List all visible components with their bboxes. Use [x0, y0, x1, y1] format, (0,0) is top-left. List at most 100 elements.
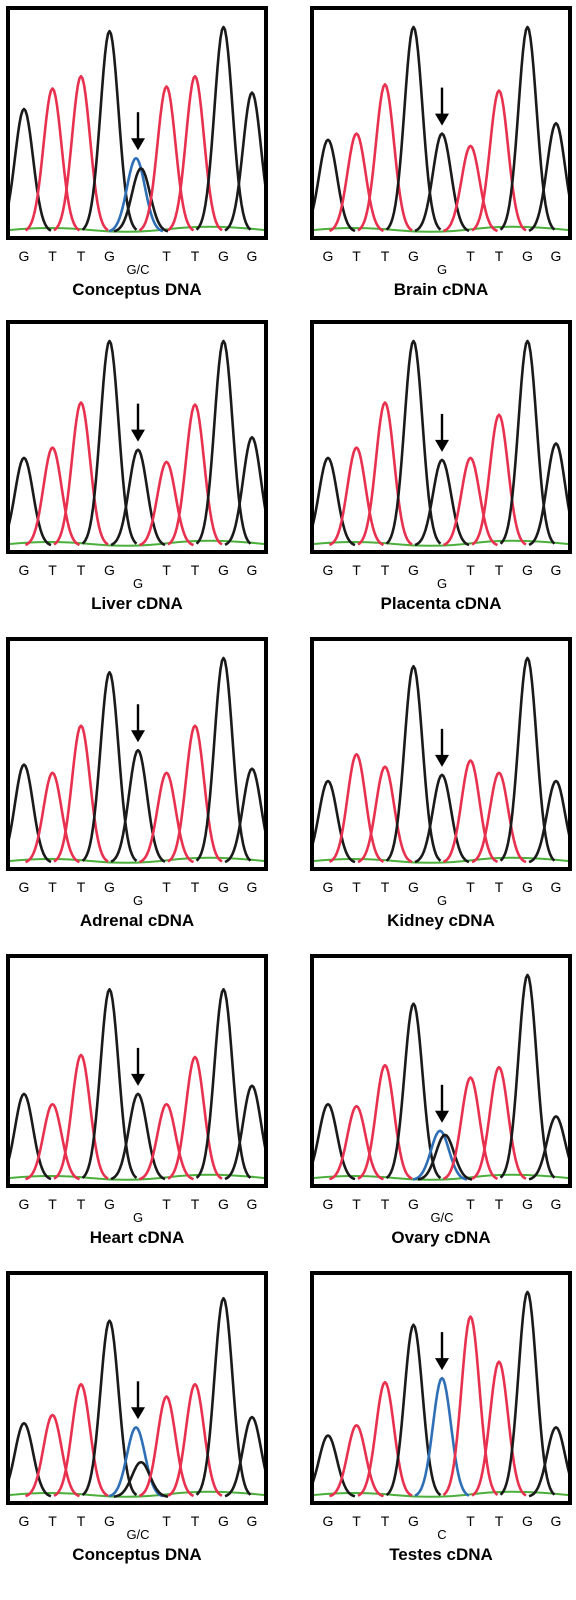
base-call-label: G — [218, 562, 229, 578]
trace-plot-frame — [6, 637, 268, 871]
base-call-row: G T T G G/C T T G G — [6, 1513, 268, 1547]
base-call-label: G — [104, 248, 115, 264]
trace-plot-frame — [6, 954, 268, 1188]
base-call-label: G — [522, 879, 533, 895]
trace-plot-frame — [6, 1271, 268, 1505]
base-call-label: T — [494, 1513, 504, 1529]
base-call-label: G — [408, 562, 419, 578]
peak-T — [442, 1315, 499, 1496]
base-call-row: G T T G G/C T T G G — [6, 248, 268, 282]
base-call-label: G — [104, 562, 115, 578]
peak-T — [357, 83, 413, 232]
base-call-label: G — [322, 248, 334, 264]
base-call-label: T — [162, 1196, 171, 1212]
peak-T — [24, 446, 81, 547]
base-call-label: T — [352, 879, 361, 895]
base-call-label: T — [380, 1513, 390, 1529]
peak-G — [499, 339, 556, 545]
peak-G — [385, 1323, 442, 1497]
peak-T — [53, 1053, 109, 1180]
arrow-indicator — [131, 403, 145, 442]
arrow-indicator — [131, 1381, 145, 1420]
peak-T — [357, 401, 413, 546]
peak-G — [81, 988, 138, 1179]
base-call-label: T — [352, 1196, 361, 1212]
peak-C — [108, 156, 164, 233]
peak-G — [499, 25, 556, 231]
trace-plot — [314, 339, 568, 547]
arrow-indicator — [131, 704, 145, 743]
panel-title: Placenta cDNA — [380, 594, 502, 613]
base-call-label: G — [104, 1513, 115, 1529]
peak-G — [314, 1434, 356, 1498]
trace-plot-frame — [310, 637, 572, 871]
base-call-label: T — [48, 248, 57, 264]
baseline-noise-trace — [10, 225, 264, 233]
base-call-label: T — [466, 879, 475, 895]
peak-G — [414, 132, 470, 233]
peak-T — [25, 1102, 80, 1181]
peak-G — [10, 1421, 52, 1498]
peak-T — [328, 753, 385, 863]
peak-G — [417, 1133, 473, 1181]
panel-title: Brain cDNA — [393, 280, 489, 299]
peak-T — [471, 1360, 527, 1497]
base-call-label: G/C — [126, 1527, 150, 1542]
base-call-label: T — [380, 248, 390, 264]
base-call-label: G — [322, 1196, 334, 1212]
base-call-label: T — [466, 562, 475, 578]
base-call-label: G — [218, 879, 229, 895]
peak-G — [385, 1002, 442, 1180]
base-call-label: T — [380, 1196, 390, 1212]
peak-G — [414, 458, 470, 547]
peak-T — [443, 456, 498, 547]
base-call-label: G — [436, 262, 448, 277]
base-call-label: T — [494, 879, 504, 895]
trace-plot-frame — [6, 320, 268, 554]
peak-T — [443, 144, 498, 233]
base-call-label: T — [352, 248, 361, 264]
base-call-label: G — [408, 879, 419, 895]
peak-T — [328, 132, 385, 233]
base-call-label: G — [18, 1513, 30, 1529]
peak-C — [412, 1129, 468, 1181]
chromatogram-panel: G T T G G T T G G Liver cDNA — [6, 320, 268, 630]
base-call-label: G — [132, 1210, 144, 1225]
trace-plot — [314, 25, 568, 233]
peak-G — [10, 1092, 52, 1181]
base-call-label: G — [18, 562, 30, 578]
peak-G — [10, 107, 52, 232]
base-call-label: G — [408, 248, 419, 264]
peak-T — [53, 401, 109, 546]
chromatogram-panel: G T T G G/C T T G G Conceptus DNA — [6, 1271, 268, 1581]
base-call-label: T — [162, 248, 171, 264]
base-call-label: G — [218, 1196, 229, 1212]
peak-G — [385, 339, 442, 545]
base-call-label: G — [218, 1513, 229, 1529]
panel-title: Testes cDNA — [389, 1545, 493, 1564]
peak-G — [385, 25, 442, 231]
panel-title: Heart cDNA — [89, 1228, 185, 1247]
peak-T — [357, 765, 413, 864]
trace-plot-frame — [310, 954, 572, 1188]
peak-G — [81, 29, 138, 231]
base-call-label: T — [48, 1513, 57, 1529]
peak-G — [314, 138, 356, 233]
base-call-label: T — [190, 562, 200, 578]
peak-T — [442, 759, 499, 864]
chromatogram-panel: G T T G G/C T T G G Ovary cDNA — [310, 954, 572, 1264]
peak-G — [528, 1115, 568, 1181]
trace-plot — [10, 25, 264, 233]
chromatogram-panel: G T T G G T T G G Adrenal cDNA — [6, 637, 268, 947]
peak-G — [314, 779, 356, 864]
peak-C — [414, 1376, 470, 1497]
peak-T — [328, 446, 385, 547]
panel-title: Conceptus DNA — [72, 1545, 202, 1564]
peak-G — [224, 436, 264, 546]
base-call-label: T — [76, 1513, 86, 1529]
base-call-label: G — [522, 248, 533, 264]
